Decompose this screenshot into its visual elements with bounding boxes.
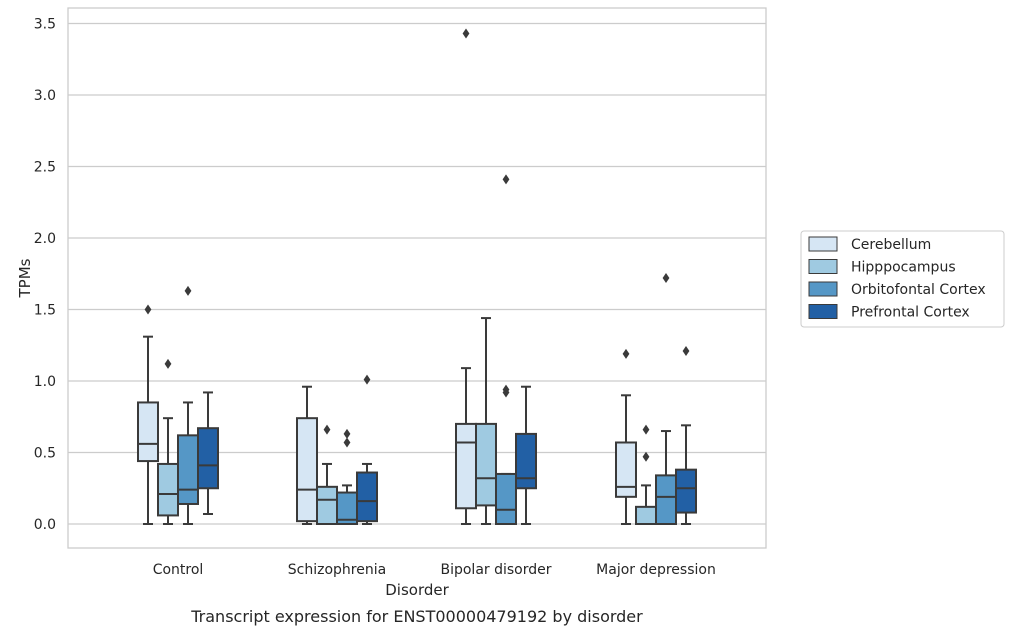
x-axis-label: Disorder	[385, 581, 449, 599]
outlier-point	[184, 285, 192, 296]
box-iqr	[675, 468, 697, 514]
outlier-point	[164, 358, 172, 369]
figure-caption: Transcript expression for ENST0000047919…	[190, 607, 643, 626]
outlier-point	[462, 28, 470, 39]
box-iqr	[475, 422, 497, 507]
outlier-point	[363, 374, 371, 385]
box-iqr	[635, 505, 657, 525]
x-tick-label: Schizophrenia	[288, 562, 386, 578]
x-tick-label: Bipolar disorder	[440, 562, 551, 578]
outlier-point	[642, 424, 650, 435]
box-iqr	[356, 471, 378, 523]
y-axis-label: TPMs	[16, 258, 34, 298]
legend-frame	[800, 230, 1005, 328]
y-tick-label: 2.0	[34, 231, 56, 247]
legend-swatch	[808, 236, 838, 252]
box-iqr	[197, 427, 219, 490]
box-iqr	[515, 432, 537, 490]
box	[296, 385, 318, 525]
box	[455, 28, 477, 525]
box	[197, 391, 219, 515]
box	[475, 317, 497, 525]
box	[495, 174, 517, 526]
x-tick-label: Major depression	[596, 562, 716, 578]
box-iqr	[495, 472, 517, 526]
legend-label: Prefrontal Cortex	[851, 305, 970, 321]
y-tick-label: 1.0	[34, 374, 56, 390]
outlier-point	[682, 345, 690, 356]
box-iqr	[615, 441, 637, 498]
outlier-point	[343, 437, 351, 448]
outlier-point	[323, 424, 331, 435]
outlier-point	[662, 273, 670, 284]
box-series	[137, 28, 697, 526]
outlier-point	[144, 304, 152, 315]
outlier-point	[622, 348, 630, 359]
box-iqr	[157, 462, 179, 517]
legend-label: Cerebellum	[851, 237, 931, 253]
box	[177, 285, 199, 525]
box-iqr	[177, 434, 199, 505]
legend-label: Orbitofontal Cortex	[851, 282, 986, 298]
box	[615, 348, 637, 525]
legend-label: Hipppocampus	[851, 260, 956, 276]
box	[635, 424, 657, 525]
legend-swatch	[808, 304, 838, 319]
y-tick-label: 3.0	[34, 88, 56, 104]
box-iqr	[655, 474, 677, 526]
box	[157, 358, 179, 525]
y-tick-label: 0.0	[34, 517, 56, 533]
box	[515, 385, 537, 525]
box	[655, 273, 677, 526]
box-iqr	[455, 422, 477, 510]
y-tick-label: 1.5	[34, 303, 56, 319]
outlier-point	[343, 428, 351, 439]
legend: Cerebellum Hipppocampus Orbitofontal Corte…	[800, 230, 1005, 328]
box	[356, 374, 378, 525]
x-tick-label: Control	[153, 562, 204, 578]
box-iqr	[296, 417, 318, 523]
y-tick-labels: 0.0 0.5 1.0 1.5 2.0 2.5 3.0 3.5	[34, 17, 56, 534]
box	[316, 424, 338, 526]
box	[675, 345, 697, 525]
y-tick-label: 3.5	[34, 17, 56, 33]
legend-swatch	[808, 281, 838, 297]
box-iqr	[316, 485, 338, 526]
box	[137, 304, 159, 525]
outlier-point	[502, 174, 510, 185]
legend-swatch	[808, 259, 838, 274]
box-iqr	[137, 401, 159, 463]
x-tick-labels: Control Schizophrenia Bipolar disorder Majo…	[153, 562, 716, 578]
y-tick-label: 2.5	[34, 160, 56, 176]
y-tick-label: 0.5	[34, 446, 56, 462]
outlier-point	[502, 384, 510, 395]
outlier-point	[642, 451, 650, 462]
